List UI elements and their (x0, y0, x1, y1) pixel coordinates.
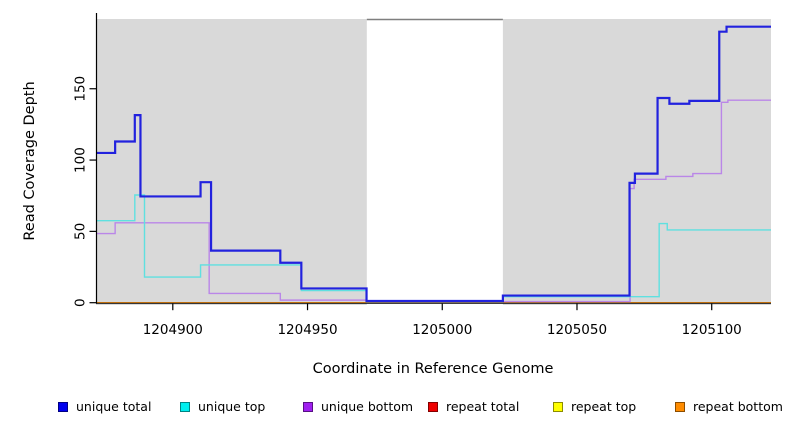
axes: 0 50 100 150 1204900 1204950 1205000 1205050 120… (73, 13, 771, 338)
legend-swatch-icon (58, 402, 68, 412)
series-line-unique-bottom (96, 99, 771, 303)
legend-item-unique-top: unique top (180, 399, 265, 415)
legend-label: repeat top (571, 399, 637, 414)
y-tick-label: 0 (73, 298, 89, 307)
series-lines (96, 25, 771, 304)
x-tick-label: 1205000 (412, 322, 472, 338)
x-tick-label: 1205100 (682, 322, 742, 338)
legend-label: unique top (198, 399, 266, 414)
legend-item-repeat-top: repeat top (553, 399, 636, 415)
legend-item-repeat-bottom: repeat bottom (675, 399, 783, 415)
x-axis-title: Coordinate in Reference Genome (313, 361, 554, 377)
legend-label: unique total (76, 399, 152, 414)
x-tick-label: 1204900 (143, 322, 203, 338)
y-tick-label: 100 (73, 147, 89, 173)
legend-swatch-icon (428, 402, 438, 412)
legend-item-unique-total: unique total (58, 399, 151, 415)
legend-item-repeat-total: repeat total (428, 399, 519, 415)
legend: unique total unique top unique bottom repea… (0, 397, 792, 419)
y-tick-label: 50 (73, 223, 89, 240)
x-tick-label: 1205050 (547, 322, 607, 338)
legend-label: repeat total (446, 399, 520, 414)
legend-swatch-icon (180, 402, 190, 412)
y-axis-title: Read Coverage Depth (22, 81, 38, 240)
x-tick-label: 1204950 (277, 322, 337, 338)
legend-item-unique-bottom: unique bottom (303, 399, 413, 415)
shaded-region (502, 19, 771, 305)
coverage-chart: 0 50 100 150 1204900 1204950 1205000 1205050 120… (22, 13, 771, 377)
legend-swatch-icon (303, 402, 313, 412)
legend-label: unique bottom (321, 399, 414, 414)
legend-label: repeat bottom (693, 399, 783, 414)
legend-swatch-icon (553, 402, 563, 412)
shaded-region (96, 19, 367, 305)
legend-swatch-icon (675, 402, 685, 412)
series-line-unique-total (96, 25, 771, 303)
y-tick-label: 150 (73, 76, 89, 102)
series-line-unique-top (96, 194, 771, 303)
plot-panel (96, 18, 771, 305)
